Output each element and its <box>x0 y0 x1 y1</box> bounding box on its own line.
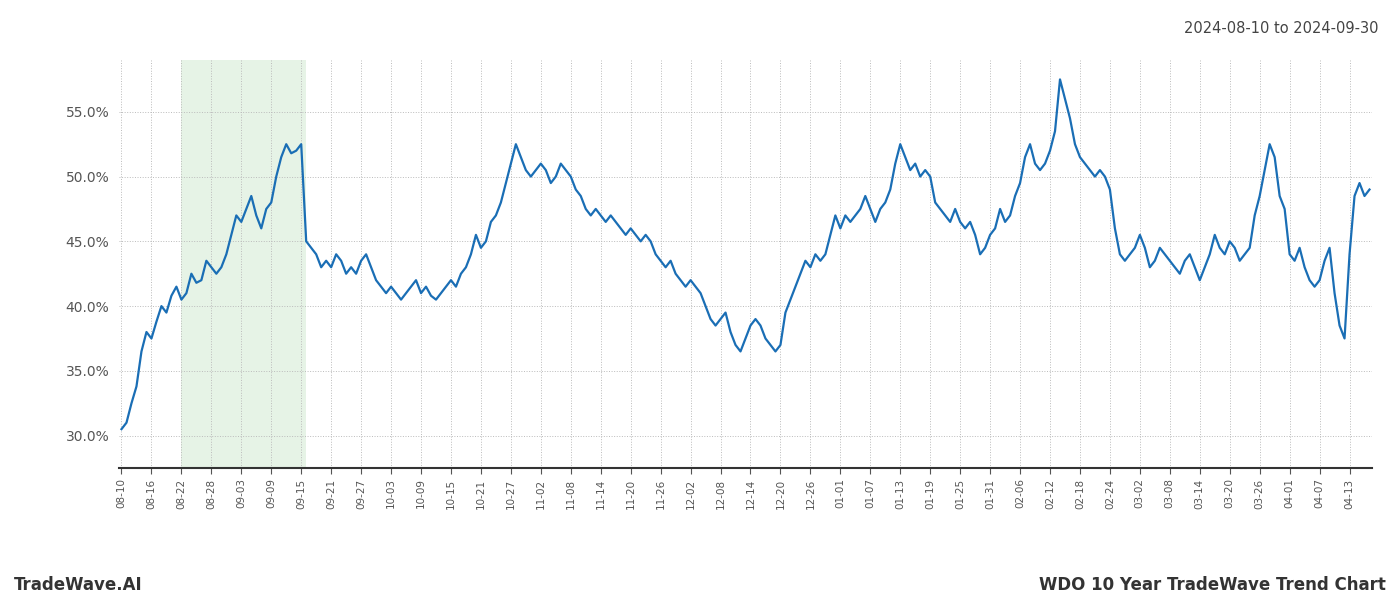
Text: 2024-08-10 to 2024-09-30: 2024-08-10 to 2024-09-30 <box>1184 21 1379 36</box>
Bar <box>182 60 307 468</box>
Text: WDO 10 Year TradeWave Trend Chart: WDO 10 Year TradeWave Trend Chart <box>1039 576 1386 594</box>
Text: TradeWave.AI: TradeWave.AI <box>14 576 143 594</box>
